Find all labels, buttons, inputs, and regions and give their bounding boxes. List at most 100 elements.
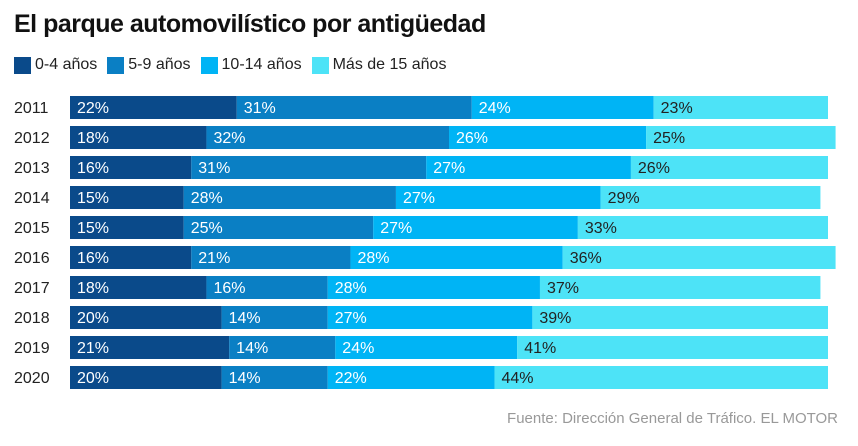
data-label: 36% bbox=[570, 250, 602, 267]
bar-segment bbox=[562, 246, 836, 269]
bar-segment bbox=[221, 306, 328, 329]
data-label: 27% bbox=[335, 310, 367, 327]
data-label: 28% bbox=[357, 250, 389, 267]
bar-segment bbox=[539, 276, 821, 299]
data-label: 31% bbox=[244, 100, 276, 117]
data-label: 26% bbox=[638, 160, 670, 177]
data-label: 18% bbox=[77, 130, 109, 147]
data-label: 22% bbox=[335, 370, 367, 387]
bar-segment bbox=[327, 276, 540, 299]
legend-swatch bbox=[14, 56, 31, 74]
bar-segment bbox=[183, 216, 374, 239]
legend-label: 10-14 años bbox=[221, 56, 302, 73]
bar-segment bbox=[449, 126, 647, 149]
bar-segment bbox=[373, 216, 578, 239]
bar-segment bbox=[70, 246, 192, 269]
data-label: 41% bbox=[524, 340, 556, 357]
data-label: 44% bbox=[501, 370, 533, 387]
bar-segment bbox=[221, 366, 328, 389]
bar-segment bbox=[191, 156, 427, 179]
category-label: 2013 bbox=[14, 160, 50, 177]
data-label: 14% bbox=[229, 310, 261, 327]
data-label: 23% bbox=[661, 100, 693, 117]
bar-segment bbox=[70, 336, 230, 359]
legend-label: 0-4 años bbox=[35, 56, 98, 73]
bar-segment bbox=[229, 336, 336, 359]
data-label: 25% bbox=[653, 130, 685, 147]
data-label: 16% bbox=[213, 280, 245, 297]
category-label: 2018 bbox=[14, 310, 50, 327]
data-label: 15% bbox=[77, 190, 109, 207]
legend-item: 5-9 años bbox=[107, 56, 191, 74]
bar-segment bbox=[236, 96, 472, 119]
legend-swatch bbox=[311, 56, 329, 74]
data-label: 25% bbox=[191, 220, 223, 237]
category-label: 2012 bbox=[14, 130, 50, 147]
legend-swatch bbox=[200, 56, 218, 74]
data-label: 29% bbox=[608, 190, 640, 207]
bar-segment bbox=[327, 306, 533, 329]
legend-label: Más de 15 años bbox=[332, 56, 447, 73]
data-label: 39% bbox=[539, 310, 571, 327]
legend-item: Más de 15 años bbox=[311, 56, 447, 74]
bar-segment bbox=[70, 366, 222, 389]
data-label: 16% bbox=[77, 160, 109, 177]
category-label: 2019 bbox=[14, 340, 50, 357]
data-label: 18% bbox=[77, 280, 109, 297]
data-label: 37% bbox=[547, 280, 579, 297]
bar-segment bbox=[577, 216, 828, 239]
data-label: 27% bbox=[433, 160, 465, 177]
data-label: 33% bbox=[585, 220, 617, 237]
source-note: Fuente: Dirección General de Tráfico. EL… bbox=[507, 410, 838, 427]
category-label: 2020 bbox=[14, 370, 50, 387]
data-label: 22% bbox=[77, 100, 109, 117]
data-label: 31% bbox=[198, 160, 230, 177]
bar-segment bbox=[70, 126, 207, 149]
category-label: 2014 bbox=[14, 190, 50, 207]
category-label: 2015 bbox=[14, 220, 50, 237]
data-label: 27% bbox=[380, 220, 412, 237]
legend-item: 0-4 años bbox=[14, 56, 97, 74]
legend-swatch bbox=[107, 56, 125, 74]
chart-title: El parque automovilístico por antigüedad bbox=[14, 10, 486, 38]
data-label: 20% bbox=[77, 370, 109, 387]
data-label: 32% bbox=[213, 130, 245, 147]
bar-segment bbox=[532, 306, 828, 329]
data-label: 16% bbox=[77, 250, 109, 267]
bar-segment bbox=[70, 96, 237, 119]
data-label: 27% bbox=[403, 190, 435, 207]
bar-segment bbox=[70, 276, 207, 299]
bar-segment bbox=[70, 306, 222, 329]
data-label: 24% bbox=[479, 100, 511, 117]
bar-segment bbox=[517, 336, 828, 359]
legend: 0-4 años 5-9 años 10-14 años Más de 15 años bbox=[14, 56, 446, 74]
bar-segment bbox=[395, 186, 601, 209]
data-label: 21% bbox=[77, 340, 109, 357]
data-label: 14% bbox=[236, 340, 268, 357]
data-label: 15% bbox=[77, 220, 109, 237]
legend-item: 10-14 años bbox=[200, 56, 302, 74]
bar-segment bbox=[646, 126, 836, 149]
bar-segment bbox=[350, 246, 563, 269]
data-label: 21% bbox=[198, 250, 230, 267]
bar-segment bbox=[70, 156, 192, 179]
bar-segment bbox=[653, 96, 828, 119]
bar-segment bbox=[183, 186, 396, 209]
category-label: 2017 bbox=[14, 280, 50, 297]
bar-segment bbox=[327, 366, 495, 389]
bar-segment bbox=[206, 126, 449, 149]
bar-segment bbox=[426, 156, 631, 179]
bar-segment bbox=[70, 186, 184, 209]
data-label: 28% bbox=[335, 280, 367, 297]
data-label: 14% bbox=[229, 370, 261, 387]
data-label: 26% bbox=[456, 130, 488, 147]
legend-label: 5-9 años bbox=[128, 56, 191, 73]
bar-segment bbox=[191, 246, 351, 269]
bar-segment bbox=[206, 276, 328, 299]
bar-segment bbox=[630, 156, 828, 179]
bar-segment bbox=[494, 366, 828, 389]
category-label: 2011 bbox=[14, 100, 49, 117]
data-label: 28% bbox=[191, 190, 223, 207]
category-label: 2016 bbox=[14, 250, 50, 267]
